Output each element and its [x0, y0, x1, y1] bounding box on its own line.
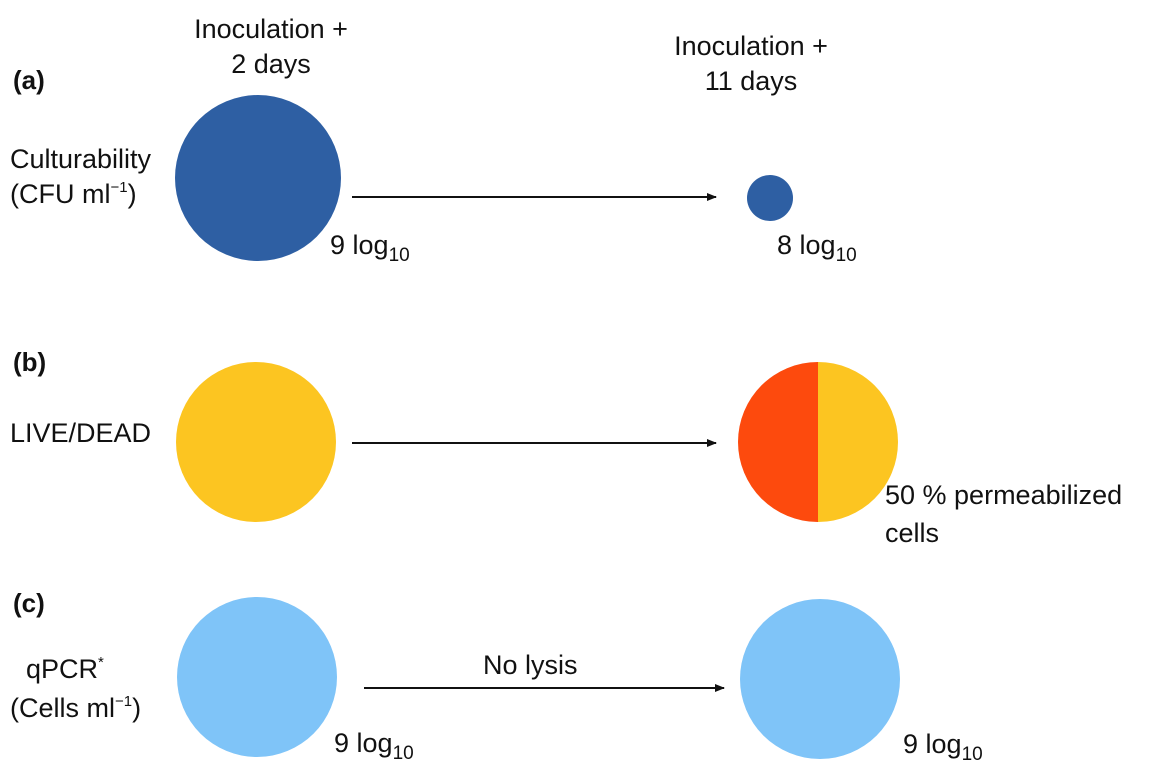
permeabilized-note: 50 % permeabilized cells	[885, 480, 1123, 548]
qpcr-day2-circle	[177, 597, 337, 757]
culturability-label: Culturability (CFU ml−1)	[10, 144, 152, 209]
qpcr-day2-value: 9 log10	[334, 728, 414, 764]
culturability-day2-circle	[175, 95, 341, 261]
qpcr-day11-value: 9 log10	[903, 729, 983, 765]
qpcr-arrow-label: No lysis	[483, 650, 578, 680]
panel-label-a: (a)	[13, 65, 45, 95]
panel-label-c: (c)	[13, 588, 45, 618]
culturability-day11-value: 8 log10	[777, 230, 857, 266]
live-dead-day2-circle	[176, 362, 336, 522]
qpcr-day11-circle	[740, 599, 900, 759]
panel-label-b: (b)	[13, 347, 47, 377]
culturability-day2-value: 9 log10	[330, 230, 410, 266]
live-dead-day11-dead-half	[738, 362, 818, 522]
right-column-header: Inoculation + 11 days	[674, 31, 828, 96]
qpcr-label: qPCR* (Cells ml−1)	[10, 654, 142, 723]
live-dead-label: LIVE/DEAD	[10, 418, 152, 448]
live-dead-day11-live-half	[818, 362, 898, 522]
left-column-header: Inoculation + 2 days	[194, 14, 348, 79]
culturability-day11-circle	[747, 175, 793, 221]
